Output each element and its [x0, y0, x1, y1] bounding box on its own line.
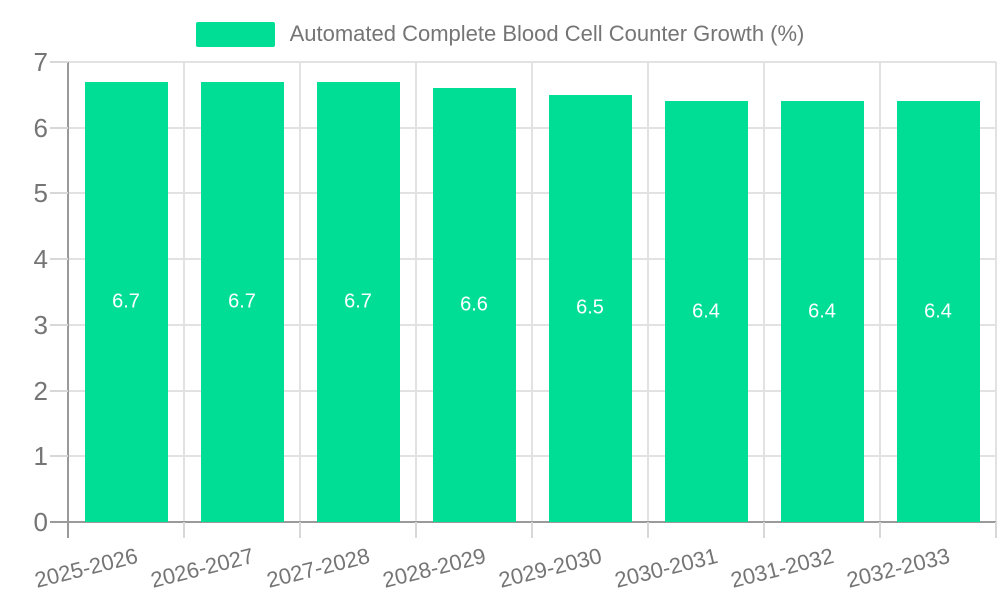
- bar: 6.4: [780, 101, 864, 522]
- x-gridline: [647, 62, 649, 522]
- y-axis-label: 2: [33, 375, 48, 406]
- y-axis-tick: [50, 455, 68, 458]
- y-axis-label: 4: [33, 244, 48, 275]
- x-axis-label: 2026-2027: [147, 543, 257, 593]
- y-axis-label: 6: [33, 112, 48, 143]
- bar: 6.6: [432, 88, 516, 522]
- y-axis-tick: [50, 126, 68, 129]
- bar: 6.7: [200, 81, 284, 522]
- legend-swatch: [195, 21, 275, 47]
- x-gridline: [995, 62, 997, 522]
- bar-value-label: 6.5: [576, 296, 604, 319]
- bar-value-label: 6.4: [692, 300, 720, 323]
- x-axis-tick: [995, 522, 997, 538]
- x-axis-tick: [67, 522, 69, 538]
- y-axis-label: 1: [33, 441, 48, 472]
- y-axis-tick: [50, 61, 68, 63]
- x-axis-label: 2028-2029: [379, 543, 489, 593]
- bar-value-label: 6.6: [460, 293, 488, 316]
- legend-title: Automated Complete Blood Cell Counter Gr…: [289, 21, 805, 46]
- x-gridline: [415, 62, 417, 522]
- bar-value-label: 6.4: [808, 300, 836, 323]
- x-axis-label: 2025-2026: [31, 543, 141, 593]
- x-axis-tick: [299, 522, 301, 538]
- bar: 6.4: [664, 101, 748, 522]
- chart-legend: Automated Complete Blood Cell Counter Gr…: [0, 21, 1000, 47]
- x-axis-label: 2032-2033: [843, 543, 953, 593]
- x-gridline: [299, 62, 301, 522]
- x-axis-label: 2030-2031: [611, 543, 721, 593]
- x-axis-label: 2029-2030: [495, 543, 605, 593]
- bar: 6.5: [548, 94, 632, 522]
- y-axis-tick: [50, 192, 68, 195]
- bar-value-label: 6.7: [228, 290, 256, 313]
- bar: 6.4: [896, 101, 980, 522]
- x-gridline: [879, 62, 881, 522]
- x-axis-tick: [647, 522, 649, 538]
- bar-value-label: 6.7: [344, 290, 372, 313]
- x-axis-label: 2027-2028: [263, 543, 373, 593]
- y-axis-label: 5: [33, 178, 48, 209]
- y-axis-label: 3: [33, 309, 48, 340]
- y-axis-tick: [50, 323, 68, 326]
- x-gridline: [183, 62, 185, 522]
- y-axis-label: 0: [33, 507, 48, 537]
- y-axis-tick: [50, 389, 68, 392]
- bar-value-label: 6.4: [924, 300, 952, 323]
- x-axis-tick: [415, 522, 417, 538]
- y-axis-label: 7: [33, 47, 48, 77]
- x-gridline: [763, 62, 765, 522]
- bar: 6.7: [316, 81, 400, 522]
- y-axis-tick: [50, 521, 68, 523]
- x-axis-tick: [879, 522, 881, 538]
- plot-area: 6.7 6.7 6.7 6.6 6.5 6.4 6.4 6.4: [67, 61, 997, 523]
- x-gridline: [531, 62, 533, 522]
- x-axis-tick: [763, 522, 765, 538]
- x-axis-tick: [531, 522, 533, 538]
- y-axis-line: [67, 62, 69, 522]
- y-axis-tick: [50, 258, 68, 261]
- bar-value-label: 6.7: [112, 290, 140, 313]
- x-axis-tick: [183, 522, 185, 538]
- bar: 6.7: [84, 81, 168, 522]
- x-axis-label: 2031-2032: [727, 543, 837, 593]
